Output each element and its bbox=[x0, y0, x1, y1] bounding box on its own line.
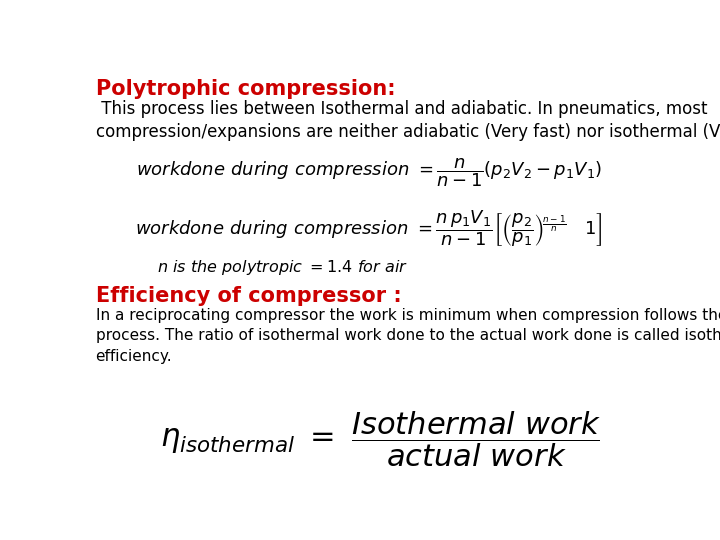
Text: Efficiency of compressor :: Efficiency of compressor : bbox=[96, 286, 401, 306]
Text: In a reciprocating compressor the work is minimum when compression follows the i: In a reciprocating compressor the work i… bbox=[96, 308, 720, 364]
Text: $\eta_{isothermal}\ =\ \dfrac{\mathit{Isothermal\ work}}{\mathit{actual\ work}}$: $\eta_{isothermal}\ =\ \dfrac{\mathit{Is… bbox=[160, 410, 600, 469]
Text: $\mathit{workdone\ during\ compression}\ =\dfrac{n}{n-1}(p_2 V_2 - p_1 V_1)$: $\mathit{workdone\ during\ compression}\… bbox=[136, 156, 602, 189]
Text: $\mathit{workdone\ during\ compression}\ =\dfrac{n\,p_1 V_1}{n-1}\left[\left(\df: $\mathit{workdone\ during\ compression}\… bbox=[135, 208, 603, 249]
Text: Polytrophic compression:: Polytrophic compression: bbox=[96, 79, 395, 99]
Text: $\mathit{n\ is\ the\ polytropic}\ = 1.4\ \mathit{for\ air}$: $\mathit{n\ is\ the\ polytropic}\ = 1.4\… bbox=[157, 258, 408, 277]
Text: This process lies between Isothermal and adiabatic. In pneumatics, most: This process lies between Isothermal and… bbox=[96, 100, 707, 118]
Text: compression/expansions are neither adiabatic (Very fast) nor isothermal (Very sl: compression/expansions are neither adiab… bbox=[96, 123, 720, 141]
